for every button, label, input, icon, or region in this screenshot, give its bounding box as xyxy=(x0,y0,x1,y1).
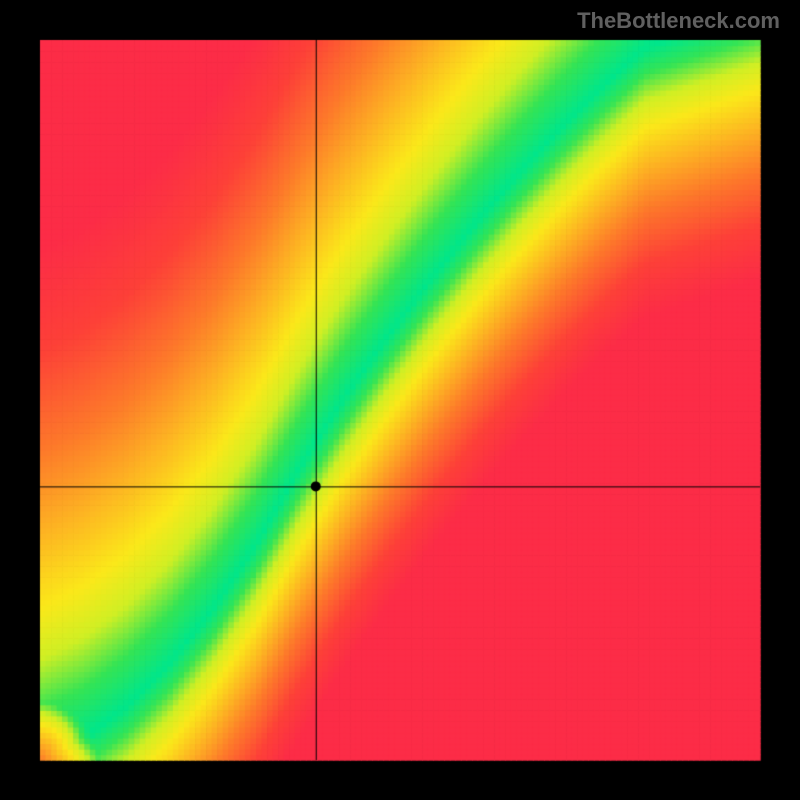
bottleneck-heatmap xyxy=(0,0,800,800)
chart-container: TheBottleneck.com xyxy=(0,0,800,800)
source-watermark: TheBottleneck.com xyxy=(577,8,780,34)
